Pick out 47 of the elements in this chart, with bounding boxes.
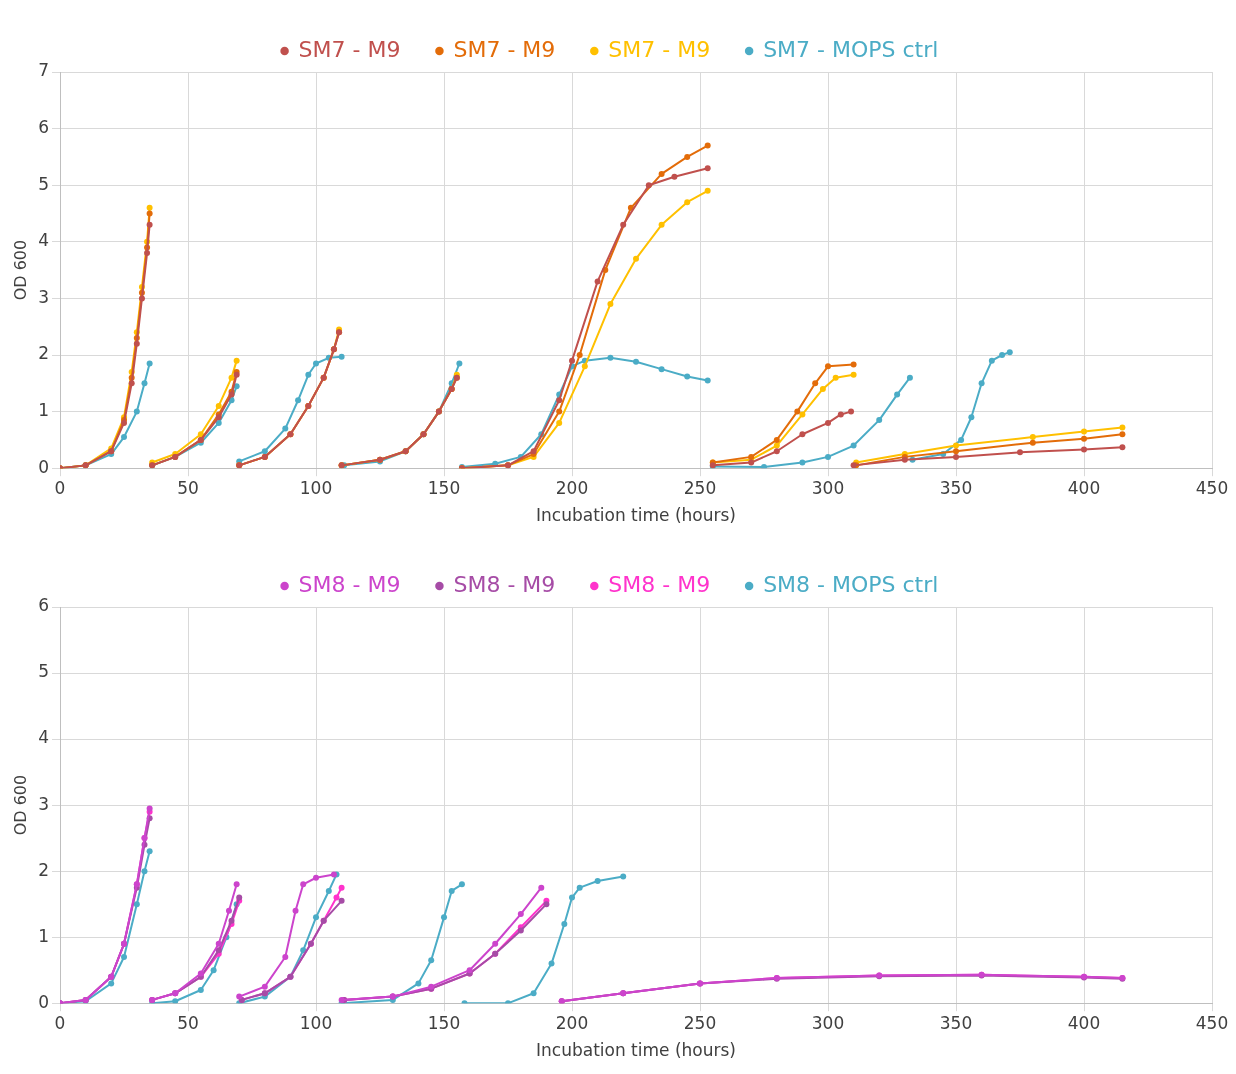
y-tick-label: 2 — [38, 343, 50, 364]
x-tick-label: 100 — [299, 1012, 333, 1033]
legend-label: SM7 - MOPS ctrl — [763, 36, 939, 62]
x-tick-label: 400 — [1067, 1012, 1101, 1033]
y-tick-label: 5 — [38, 661, 50, 682]
x-tick-label: 450 — [1195, 477, 1229, 498]
x-tick-label: 150 — [427, 1012, 461, 1033]
legend-label: SM8 - M9 — [298, 571, 401, 597]
y-tick-label: 3 — [38, 286, 50, 307]
legend-label: SM7 - M9 — [298, 36, 401, 62]
y-tick-label: 1 — [38, 400, 50, 421]
legend-label: SM8 - MOPS ctrl — [763, 571, 939, 597]
legend-label: SM8 - M9 — [608, 571, 711, 597]
x-axis-title: Incubation time (hours) — [536, 505, 736, 526]
y-tick-label: 3 — [38, 793, 50, 814]
x-tick-label: 400 — [1067, 477, 1101, 498]
x-axis-title: Incubation time (hours) — [536, 1040, 736, 1061]
y-tick-label: 0 — [38, 456, 50, 477]
y-axis-title: OD 600 — [10, 774, 30, 836]
x-tick-label: 200 — [555, 477, 589, 498]
x-tick-label: 150 — [427, 477, 461, 498]
legend-label: SM7 - M9 — [453, 36, 556, 62]
y-tick-label: 0 — [38, 991, 50, 1012]
x-tick-label: 100 — [299, 477, 333, 498]
y-tick-label: 7 — [38, 60, 50, 81]
y-tick-label: 6 — [38, 595, 50, 616]
y-tick-label: 4 — [38, 230, 50, 251]
x-tick-label: 450 — [1195, 1012, 1229, 1033]
x-tick-label: 200 — [555, 1012, 589, 1033]
x-tick-label: 300 — [811, 477, 845, 498]
x-tick-label: 0 — [54, 477, 66, 498]
y-tick-label: 4 — [38, 727, 50, 748]
x-tick-label: 350 — [939, 1012, 973, 1033]
y-tick-label: 5 — [38, 173, 50, 194]
x-tick-label: 0 — [54, 1012, 66, 1033]
x-tick-label: 250 — [683, 1012, 717, 1033]
x-tick-label: 300 — [811, 1012, 845, 1033]
y-axis-title: OD 600 — [10, 239, 30, 301]
y-tick-label: 1 — [38, 925, 50, 946]
y-tick-label: 6 — [38, 117, 50, 138]
legend-label: SM7 - M9 — [608, 36, 711, 62]
x-tick-label: 250 — [683, 477, 717, 498]
x-tick-label: 50 — [177, 1012, 199, 1033]
x-tick-label: 350 — [939, 477, 973, 498]
y-tick-label: 2 — [38, 859, 50, 880]
x-tick-label: 50 — [177, 477, 199, 498]
legend-label: SM8 - M9 — [453, 571, 556, 597]
